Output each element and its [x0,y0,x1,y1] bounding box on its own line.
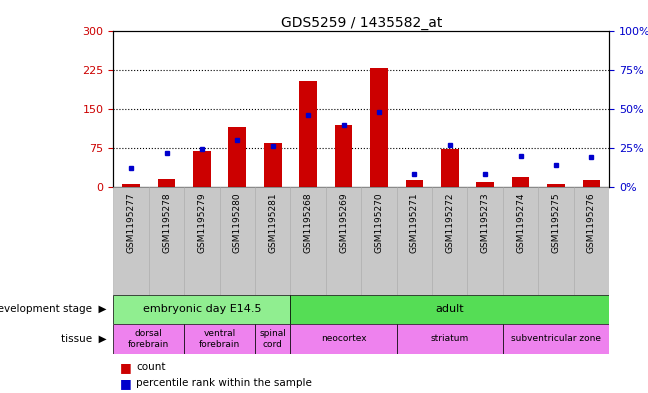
Bar [406,180,423,187]
Bar [264,143,282,187]
Bar [503,187,538,295]
Text: GSM1195273: GSM1195273 [481,192,490,253]
Text: GSM1195277: GSM1195277 [126,192,135,253]
Bar [290,187,326,295]
Bar [149,187,184,295]
Bar [432,187,467,295]
Bar [113,324,184,354]
Bar [512,177,529,187]
Text: tissue  ▶: tissue ▶ [62,334,107,344]
Text: percentile rank within the sample: percentile rank within the sample [136,378,312,388]
Text: ■: ■ [120,376,132,390]
Text: GSM1195268: GSM1195268 [304,192,312,253]
Text: ventral
forebrain: ventral forebrain [199,329,240,349]
Text: subventricular zone: subventricular zone [511,334,601,343]
Bar [476,182,494,187]
Text: GSM1195271: GSM1195271 [410,192,419,253]
Bar [397,324,503,354]
Bar [255,324,290,354]
Bar [583,180,600,187]
Bar [538,187,573,295]
Text: spinal
cord: spinal cord [259,329,286,349]
Text: GSM1195275: GSM1195275 [551,192,561,253]
Text: count: count [136,362,166,373]
Text: GSM1195279: GSM1195279 [198,192,207,253]
Bar [547,184,565,187]
Text: GSM1195270: GSM1195270 [375,192,384,253]
Text: GSM1195276: GSM1195276 [587,192,596,253]
Text: embryonic day E14.5: embryonic day E14.5 [143,305,261,314]
Bar [184,324,255,354]
Text: GSM1195272: GSM1195272 [445,192,454,253]
Bar [220,187,255,295]
Text: ■: ■ [120,361,132,374]
Bar [299,81,317,187]
Bar [397,187,432,295]
Bar [122,184,140,187]
Text: GSM1195281: GSM1195281 [268,192,277,253]
Bar [113,295,290,324]
Bar [290,324,397,354]
Bar [573,187,609,295]
Title: GDS5259 / 1435582_at: GDS5259 / 1435582_at [281,17,442,30]
Bar [290,295,609,324]
Bar [255,187,290,295]
Bar [229,127,246,187]
Bar [467,187,503,295]
Text: GSM1195274: GSM1195274 [516,192,525,253]
Text: GSM1195278: GSM1195278 [162,192,171,253]
Bar [362,187,397,295]
Bar [157,179,176,187]
Text: development stage  ▶: development stage ▶ [0,305,107,314]
Bar [441,149,459,187]
Bar [184,187,220,295]
Bar [193,151,211,187]
Bar [503,324,609,354]
Bar [335,125,353,187]
Bar [326,187,361,295]
Text: GSM1195280: GSM1195280 [233,192,242,253]
Text: GSM1195269: GSM1195269 [339,192,348,253]
Text: neocortex: neocortex [321,334,366,343]
Bar [113,187,149,295]
Text: striatum: striatum [431,334,469,343]
Bar [370,68,388,187]
Text: adult: adult [435,305,464,314]
Text: dorsal
forebrain: dorsal forebrain [128,329,169,349]
